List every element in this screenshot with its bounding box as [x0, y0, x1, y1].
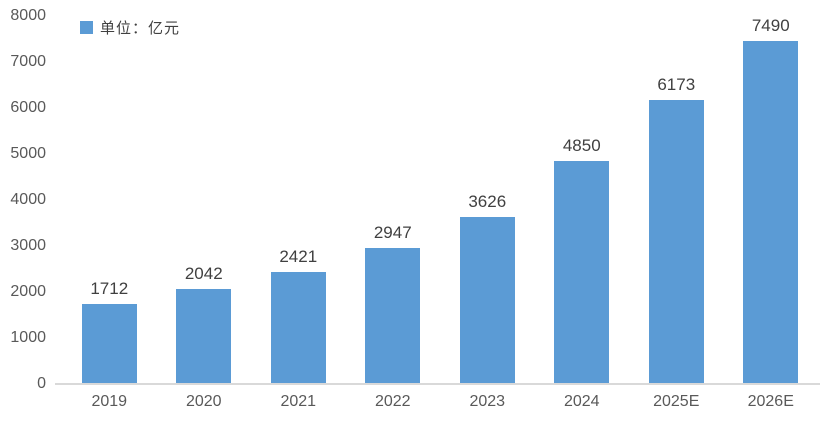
bar	[81, 304, 137, 383]
bar	[365, 247, 421, 383]
bar-column: 1712	[62, 16, 157, 383]
bar-data-label: 6173	[657, 74, 696, 94]
y-tick-label: 1000	[10, 329, 46, 346]
plot-area: 1712 2042 2421 2947 3626 4850 6173 7490	[62, 16, 818, 383]
bar-data-label: 2042	[184, 264, 223, 284]
x-axis-label: 2021	[280, 393, 317, 410]
bar	[648, 99, 704, 383]
y-tick-label: 8000	[10, 7, 46, 24]
x-axis-label: 2026E	[747, 393, 794, 410]
bar-data-label: 2421	[279, 246, 318, 266]
bar	[743, 41, 799, 383]
bar-column: 2042	[157, 16, 252, 383]
x-axis-label: 2025E	[653, 393, 700, 410]
y-tick-label: 5000	[10, 145, 46, 162]
bar-data-label: 1712	[90, 279, 129, 299]
y-tick-label: 2000	[10, 283, 46, 300]
x-axis-labels: 2019 2020 2021 2022 2023 2024 2025E 2026E	[62, 393, 818, 411]
x-axis-label: 2023	[469, 393, 506, 410]
bar-column: 2421	[251, 16, 346, 383]
bar	[554, 160, 610, 383]
bar-column: 2947	[346, 16, 441, 383]
y-tick-label: 3000	[10, 237, 46, 254]
y-axis: 0 1000 2000 3000 4000 5000 6000 7000 8000	[0, 7, 46, 392]
legend-swatch-icon	[80, 21, 93, 34]
bar-data-label: 3626	[468, 191, 507, 211]
bar	[459, 216, 515, 383]
y-tick-label: 0	[37, 375, 46, 392]
bar	[176, 289, 232, 383]
bar	[270, 271, 326, 383]
bar-data-label: 4850	[562, 135, 601, 155]
y-tick-label: 4000	[10, 191, 46, 208]
x-axis-label: 2024	[563, 393, 600, 410]
bar-column: 7490	[724, 16, 819, 383]
bar-column: 4850	[535, 16, 630, 383]
legend-label: 单位：亿元	[100, 20, 181, 37]
x-axis-label: 2019	[91, 393, 128, 410]
y-tick-label: 7000	[10, 53, 46, 70]
y-tick-label: 6000	[10, 99, 46, 116]
bar-data-label: 7490	[751, 16, 790, 35]
x-axis-label: 2020	[185, 393, 222, 410]
x-axis-label: 2022	[374, 393, 411, 410]
bar-data-label: 2947	[373, 222, 412, 242]
bar-column: 6173	[629, 16, 724, 383]
x-axis-line	[55, 383, 820, 385]
bar-column: 3626	[440, 16, 535, 383]
legend: 单位：亿元	[80, 17, 180, 38]
